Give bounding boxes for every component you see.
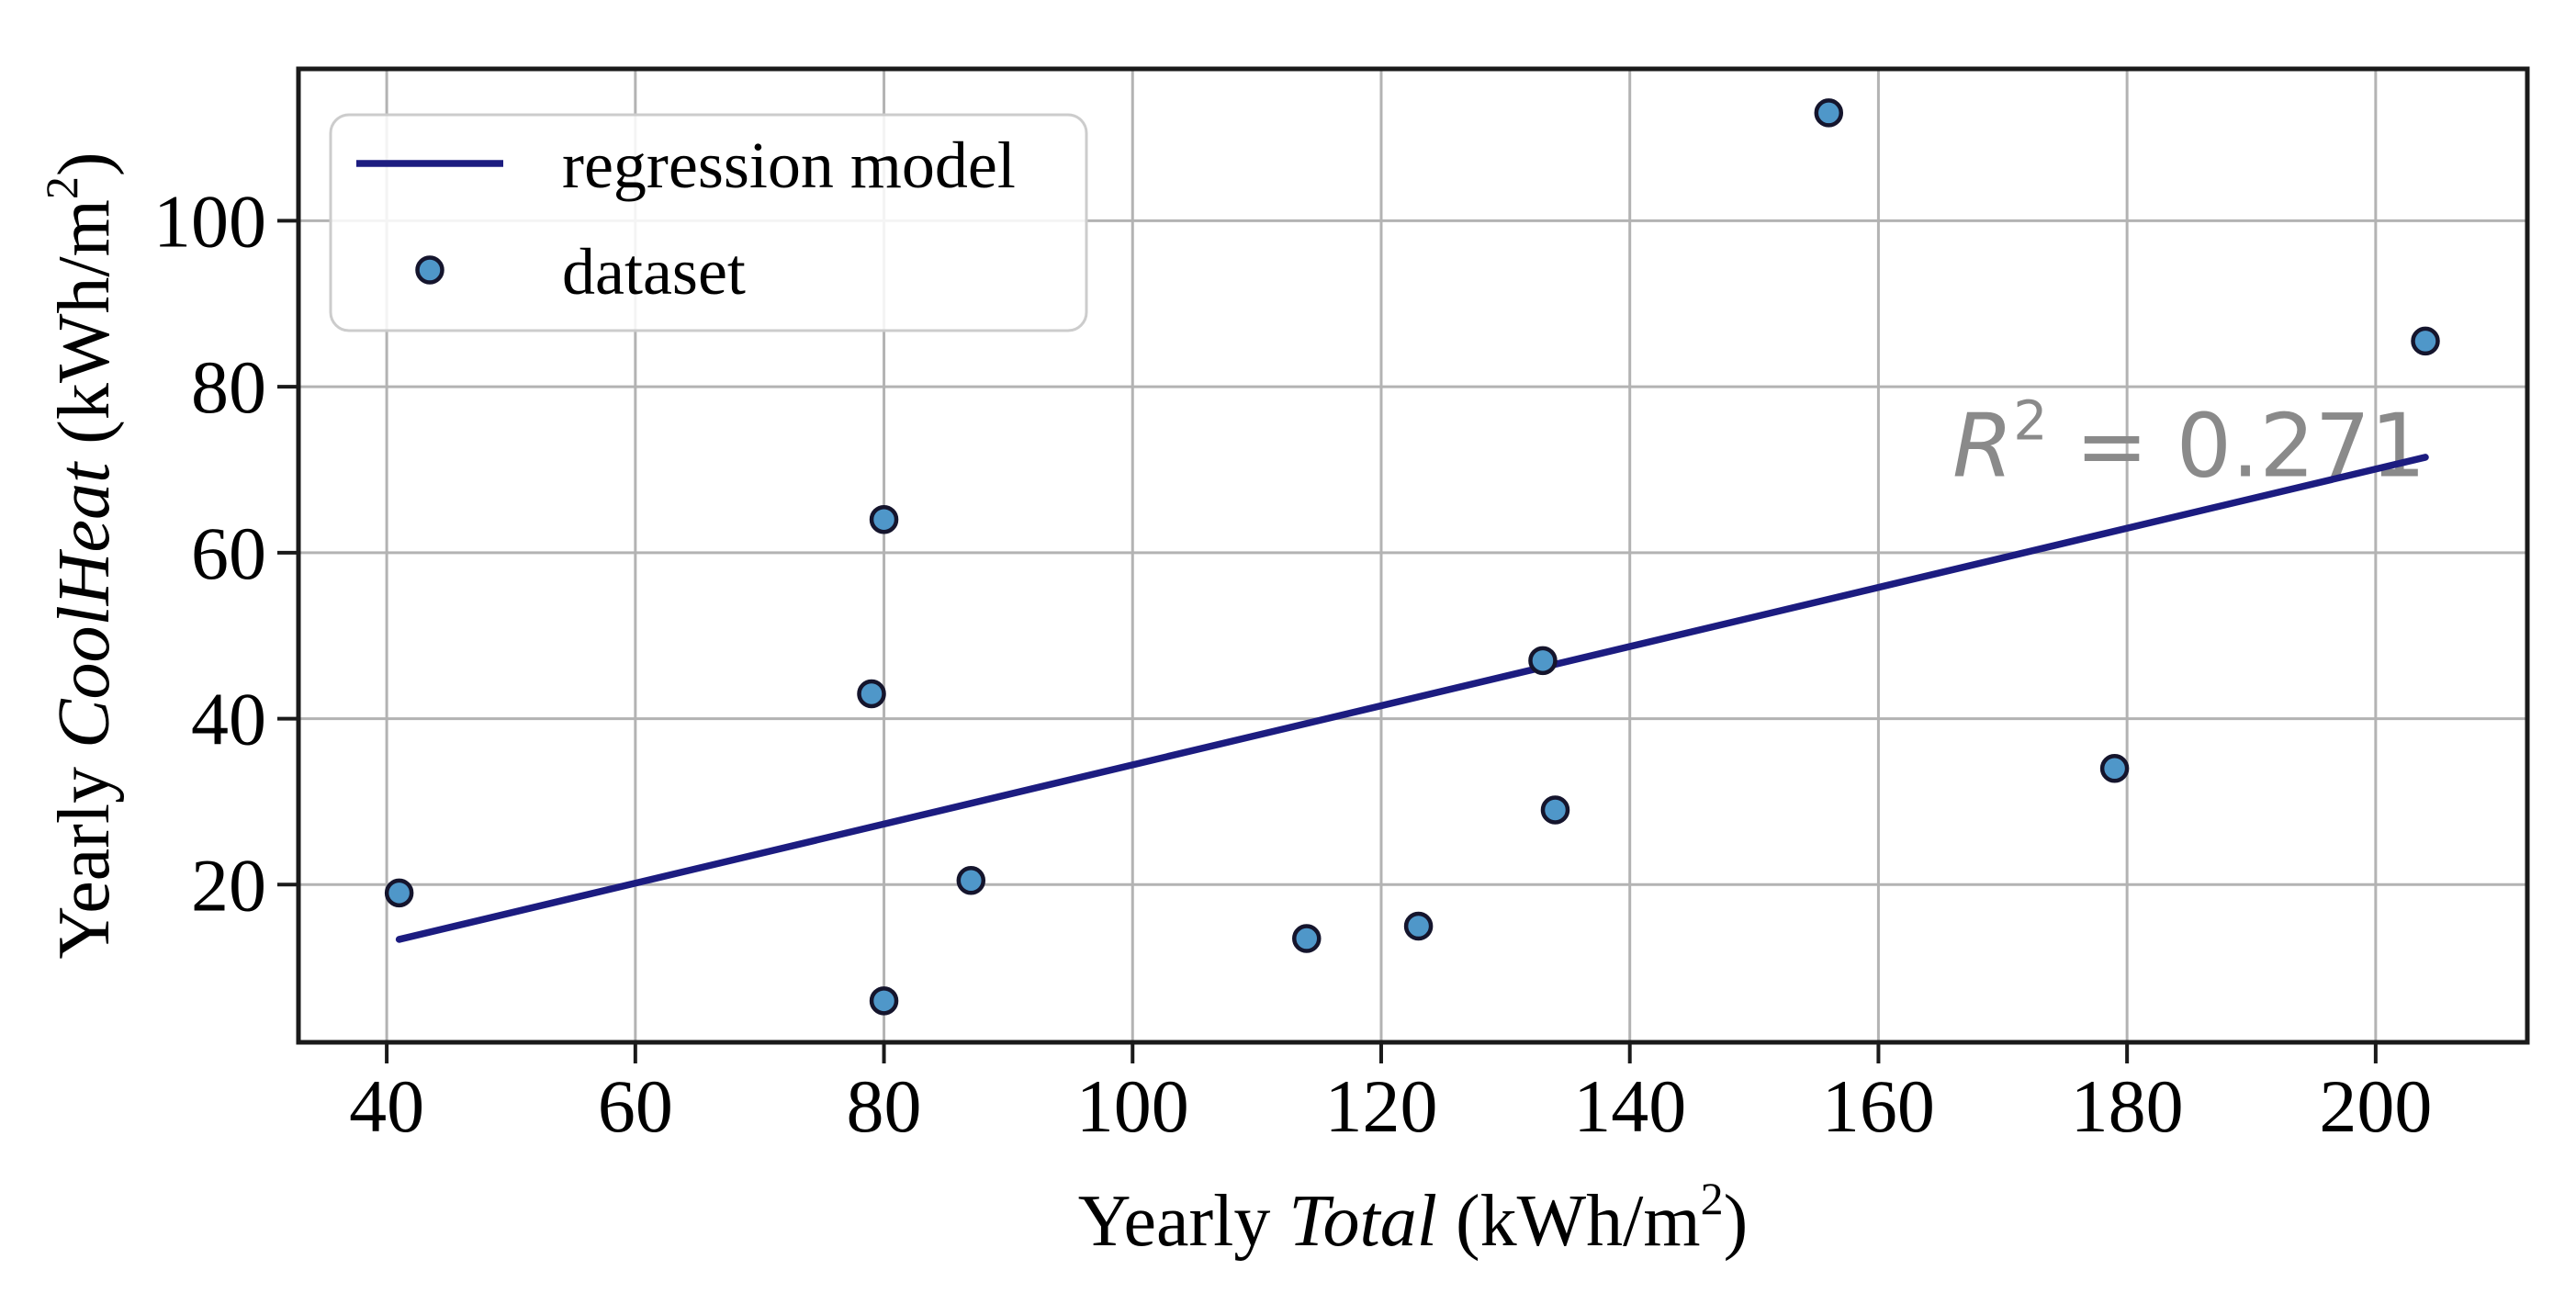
data-point [869,504,899,534]
data-point [956,866,986,895]
x-tick-label: 120 [1324,1064,1437,1148]
text-part: 2 [2013,389,2048,453]
axes-spines [296,66,2530,1045]
axis-labels: Yearly Total (kWh/m2)Yearly CoolHeat (kW… [36,152,1748,1263]
x-tick-label: 160 [1822,1064,1935,1148]
text-part: ) [1724,1181,1749,1262]
legend: regression model dataset [329,113,1088,332]
x-tick-label: 80 [847,1064,922,1148]
data-point [1528,646,1558,676]
r-squared-annotation: R2 = 0.271 [1952,389,2426,498]
r-squared-text: R2 = 0.271 [1952,389,2426,498]
regression-line [395,454,2429,943]
x-tick-label: 100 [1076,1064,1189,1148]
text-part: (kWh/m [44,199,125,463]
data-point [2411,326,2440,356]
y-axis-label: Yearly CoolHeat (kWh/m2) [36,152,125,960]
data-point [1292,924,1322,953]
data-point [1540,795,1570,825]
y-tick-label: 20 [191,843,266,927]
x-tick-label: 140 [1573,1064,1686,1148]
text-part: 2 [36,176,87,199]
x-tick-label: 200 [2319,1064,2432,1148]
text-part: Yearly [44,748,125,960]
y-tick-label: 60 [191,512,266,595]
legend-label: regression model [562,129,1016,202]
text-part: 2 [1701,1173,1724,1224]
x-tick-label: 40 [349,1064,424,1148]
x-tick-label: 60 [598,1064,673,1148]
y-tick-label: 40 [191,678,266,761]
legend-box [329,113,1088,332]
tick-labels: 40 60 80 100 120 140 160 180 200 20 40 60 80 100 [153,179,2432,1148]
tick-marks [277,219,2378,1063]
data-point [384,878,414,908]
text-part: = 0.271 [2048,397,2426,498]
text-part: ) [44,152,125,177]
x-tick-label: 180 [2071,1064,2184,1148]
data-series [384,98,2440,1016]
y-tick-label: 80 [191,345,266,429]
text-part: Yearly [1078,1181,1289,1262]
data-point [2099,754,2130,783]
x-axis-label: Yearly Total (kWh/m2) [1078,1173,1749,1262]
y-tick-label: 100 [153,179,266,263]
data-point [869,986,899,1016]
data-point [1814,98,1844,128]
text-part: R [1952,397,2013,498]
text-part: Total [1288,1181,1437,1262]
data-point [857,679,886,709]
data-point [1403,911,1434,941]
text-part: (kWh/m [1437,1181,1701,1262]
legend-label: dataset [562,235,746,309]
legend-marker-sample [415,255,444,285]
plot-border [296,66,2530,1045]
text-part: CoolHeat [44,461,125,748]
